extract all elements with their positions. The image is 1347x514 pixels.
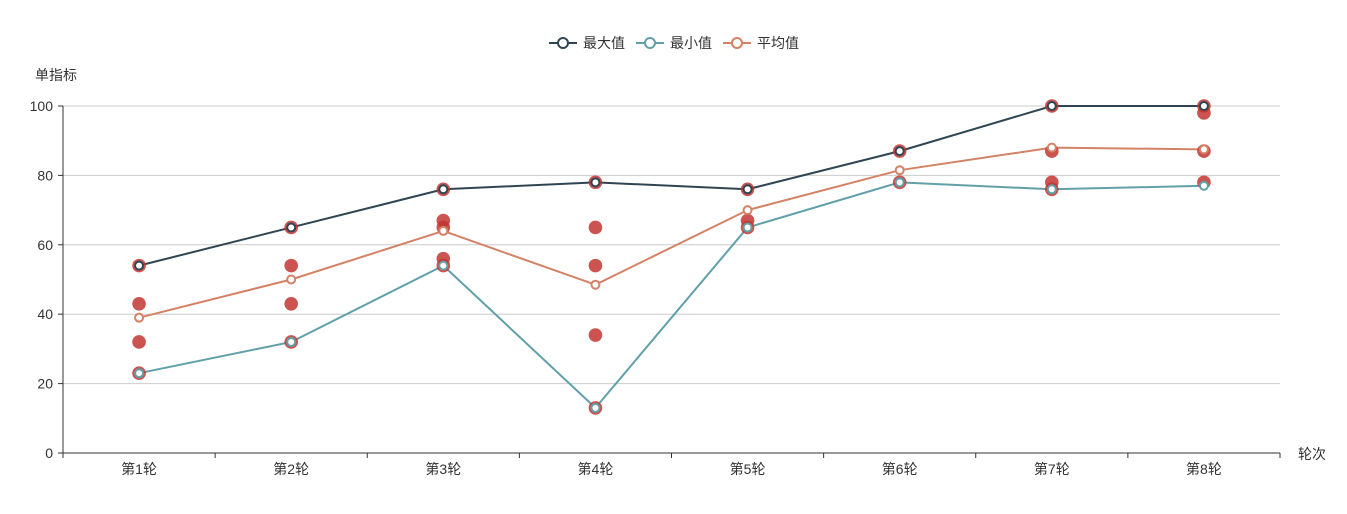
series-line-max	[138, 105, 1205, 267]
data-point-max	[438, 184, 449, 195]
scatter-dot	[588, 328, 603, 342]
symbol-layer	[134, 101, 1209, 413]
y-axis-title: 单指标	[35, 67, 77, 83]
x-category-label: 第4轮	[578, 461, 614, 477]
legend-label: 最大值	[583, 35, 625, 51]
data-point-min	[1198, 180, 1209, 191]
data-point-avg	[134, 312, 145, 323]
y-tick-label: 20	[37, 376, 53, 392]
y-tick-label: 0	[45, 445, 53, 461]
legend-marker-icon	[636, 37, 664, 49]
data-point-avg	[438, 225, 449, 236]
data-point-avg	[286, 274, 297, 285]
data-point-max	[134, 260, 145, 271]
x-category-label: 第8轮	[1186, 461, 1222, 477]
x-category-label: 第6轮	[882, 461, 918, 477]
data-point-min	[438, 260, 449, 271]
data-point-min	[286, 336, 297, 347]
legend-item-avg[interactable]: 平均值	[722, 36, 799, 50]
data-point-avg	[742, 205, 753, 216]
legend-label: 平均值	[757, 35, 799, 51]
x-axis-title: 轮次	[1298, 446, 1326, 462]
legend-label: 最小值	[670, 35, 712, 51]
data-point-max	[894, 146, 905, 157]
data-point-max	[590, 177, 601, 188]
data-point-max	[286, 222, 297, 233]
chart-legend: 最大值 最小值 平均值	[0, 36, 1347, 50]
y-tick-label: 60	[37, 237, 53, 253]
data-point-max	[1198, 101, 1209, 111]
data-point-avg	[1198, 144, 1209, 155]
axis-layer: 0 20 40 60 80 100 第1轮 第2轮 第3轮 第4轮 第5轮 第6轮 第7轮 第8轮	[30, 98, 1281, 477]
data-point-max	[742, 184, 753, 195]
grid-layer	[63, 105, 1280, 385]
x-category-label: 第1轮	[121, 461, 157, 477]
series-line-avg	[138, 146, 1205, 319]
data-point-max	[1046, 101, 1057, 111]
data-point-min	[134, 368, 145, 379]
data-point-min	[742, 222, 753, 233]
legend-item-min[interactable]: 最小值	[635, 36, 712, 50]
data-point-avg	[1046, 142, 1057, 153]
x-category-label: 第7轮	[1034, 461, 1070, 477]
scatter-dot	[588, 220, 603, 235]
scatter-dot	[284, 296, 298, 311]
data-point-min	[1046, 184, 1057, 195]
scatter-dot	[132, 335, 146, 349]
data-point-min	[590, 402, 601, 413]
legend-marker-icon	[723, 37, 751, 49]
x-category-label: 第3轮	[425, 461, 461, 477]
legend-item-max[interactable]: 最大值	[548, 36, 625, 50]
x-category-label: 第2轮	[273, 461, 309, 477]
x-category-label: 第5轮	[730, 461, 766, 477]
series-line-min	[138, 181, 1205, 409]
line-layer	[138, 105, 1205, 409]
y-tick-label: 80	[37, 167, 53, 183]
data-point-min	[894, 177, 905, 188]
scatter-dot	[588, 258, 603, 273]
scatter-dot	[132, 296, 146, 311]
scatter-dot	[284, 258, 298, 273]
data-point-avg	[894, 165, 905, 176]
y-tick-label: 100	[30, 98, 54, 114]
legend-marker-icon	[549, 37, 577, 49]
y-tick-label: 40	[37, 306, 53, 322]
data-point-avg	[590, 279, 601, 290]
